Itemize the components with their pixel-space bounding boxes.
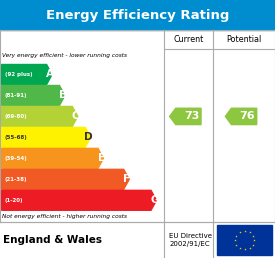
Text: Energy Efficiency Rating: Energy Efficiency Rating [46,9,229,22]
Text: F: F [123,174,131,184]
Text: EU Directive
2002/91/EC: EU Directive 2002/91/EC [169,233,212,247]
Text: G: G [150,195,159,205]
Text: (69-80): (69-80) [5,114,28,119]
Polygon shape [170,108,201,125]
Polygon shape [2,85,65,106]
Text: Very energy efficient - lower running costs: Very energy efficient - lower running co… [2,53,127,58]
Polygon shape [2,169,129,189]
Text: E: E [98,153,105,163]
Text: (92 plus): (92 plus) [5,72,32,77]
Text: Current: Current [173,35,204,44]
Polygon shape [225,108,257,125]
Polygon shape [2,148,103,168]
Bar [0,0,275,30]
Text: (55-68): (55-68) [5,135,28,140]
Text: Not energy efficient - higher running costs: Not energy efficient - higher running co… [2,214,127,219]
Text: Potential: Potential [226,35,262,44]
Text: D: D [84,132,93,142]
Polygon shape [2,190,156,210]
Text: (1-20): (1-20) [5,198,23,203]
Text: 76: 76 [240,111,255,122]
Text: B: B [59,91,67,100]
Text: (21-38): (21-38) [5,177,28,182]
Text: (81-91): (81-91) [5,93,28,98]
Text: C: C [72,111,79,122]
Bar [217,225,272,255]
Text: (39-54): (39-54) [5,156,28,161]
Polygon shape [2,127,91,147]
Text: England & Wales: England & Wales [3,235,102,245]
Text: 73: 73 [184,111,199,122]
Text: A: A [46,69,54,79]
Polygon shape [2,107,78,126]
Polygon shape [2,64,52,84]
